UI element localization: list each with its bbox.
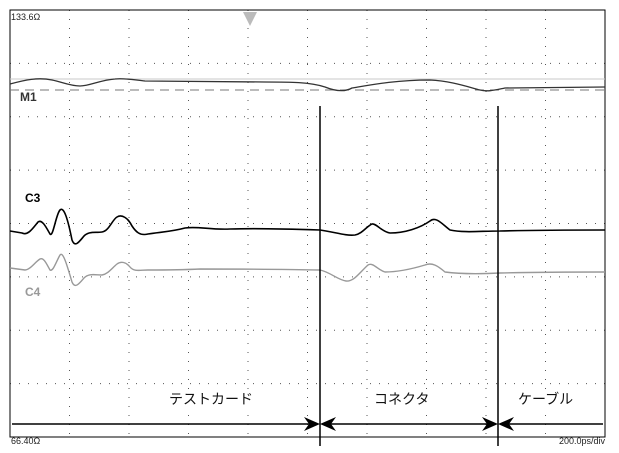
channel-label-c4: C4	[25, 285, 41, 299]
channel-label-c3: C3	[25, 191, 41, 205]
m1-trace	[9, 78, 606, 92]
trigger-triangle-icon	[243, 12, 257, 26]
c3-trace	[9, 208, 606, 245]
arrow-head-right-icon	[304, 417, 320, 431]
segment-label-connector: コネクタ	[371, 389, 433, 409]
graticule	[10, 10, 605, 437]
segment-label-cable: ケーブル	[515, 389, 577, 409]
vertical-scale-bottom: 66.40Ω	[11, 436, 41, 446]
timebase-readout: 200.0ps/div	[558, 436, 605, 446]
arrow-head-left-icon	[320, 417, 336, 431]
c4-trace	[9, 253, 606, 287]
arrow-head-left-icon	[498, 417, 514, 431]
vertical-scale-top: 133.6Ω	[11, 12, 41, 22]
arrow-head-right-icon	[482, 417, 498, 431]
segment-label-test-card: テストカード	[166, 389, 256, 409]
channel-label-m1: M1	[20, 90, 37, 104]
display-frame	[9, 9, 606, 438]
